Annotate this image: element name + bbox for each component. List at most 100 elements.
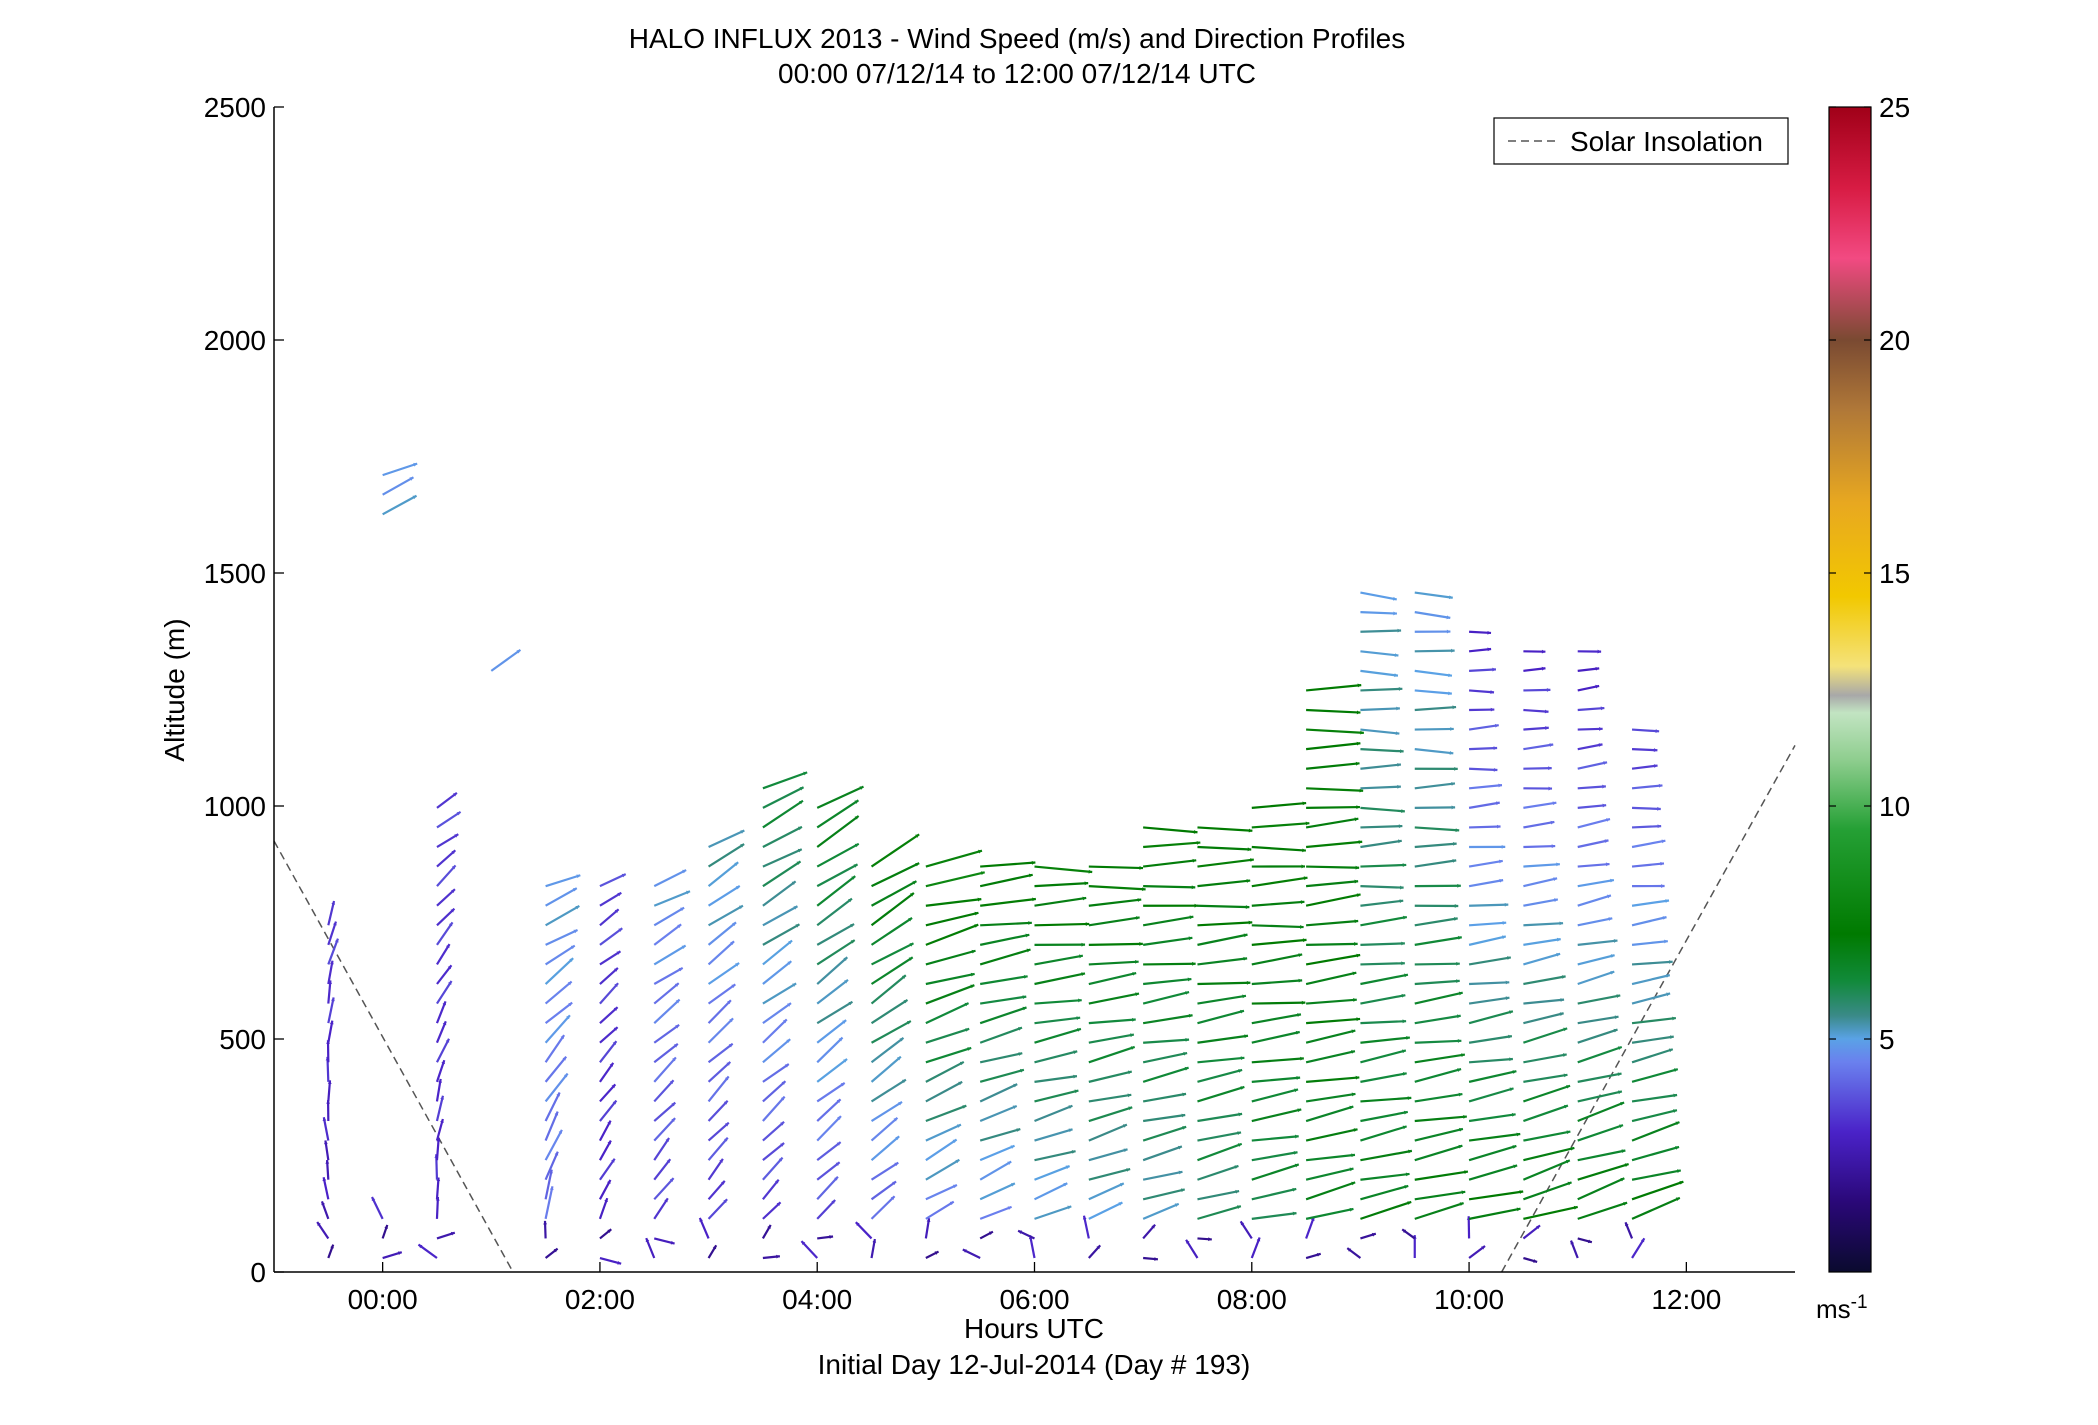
wind-arrow-head — [1184, 1066, 1189, 1071]
wind-arrow — [1360, 1020, 1407, 1025]
wind-arrow-head — [1079, 954, 1083, 959]
wind-arrow — [1360, 591, 1397, 601]
wind-arrow — [1414, 842, 1457, 849]
wind-arrow-head — [1512, 1145, 1517, 1149]
wind-arrow — [1305, 1050, 1356, 1064]
wind-arrow — [1360, 611, 1397, 615]
wind-arrow — [979, 1205, 1012, 1220]
wind-arrow — [871, 942, 915, 966]
wind-arrow-head — [724, 1076, 729, 1081]
wind-arrow — [1577, 1045, 1623, 1064]
wind-arrow — [1468, 996, 1510, 1005]
wind-arrow — [1197, 1190, 1240, 1201]
wind-arrow-head — [1451, 781, 1455, 786]
wind-arrow — [1251, 845, 1306, 852]
wind-arrow — [1251, 1001, 1306, 1005]
wind-arrow-head — [1570, 1146, 1575, 1151]
wind-arrow — [327, 960, 334, 985]
wind-arrow-head — [740, 830, 745, 834]
wind-arrow-head — [1356, 710, 1361, 715]
wind-arrow-head — [1208, 1237, 1212, 1242]
wind-arrow — [1577, 817, 1611, 829]
wind-arrow — [1142, 1092, 1187, 1103]
wind-arrow-head — [854, 816, 859, 820]
wind-arrow — [1414, 1014, 1461, 1025]
wind-arrow — [1197, 994, 1247, 1005]
wind-arrow-head — [1617, 1072, 1622, 1077]
colorbar-unit: ms-1 — [1816, 1292, 1868, 1324]
wind-arrow — [870, 1195, 896, 1220]
wind-arrow-head — [1194, 903, 1199, 908]
wind-arrow-head — [1128, 1106, 1133, 1111]
wind-arrow — [1360, 1110, 1408, 1123]
wind-arrow — [436, 921, 454, 946]
wind-arrow-head — [1653, 764, 1658, 768]
wind-arrow — [870, 956, 914, 985]
colorbar-unit-exponent: -1 — [1851, 1292, 1868, 1313]
wind-arrow — [1414, 1170, 1469, 1181]
wind-arrow-head — [1566, 1130, 1571, 1135]
wind-arrow-head — [1458, 935, 1462, 940]
wind-arrow-head — [454, 834, 459, 838]
wind-arrow — [653, 1023, 680, 1044]
wind-arrow — [816, 785, 864, 809]
wind-arrow — [1143, 885, 1196, 889]
wind-arrow-head — [412, 495, 417, 500]
wind-arrow — [599, 927, 623, 946]
wind-arrow — [1197, 904, 1250, 909]
wind-arrow-head — [1393, 611, 1397, 616]
wind-arrow — [1251, 1151, 1298, 1162]
wind-arrow — [1523, 1084, 1571, 1103]
wind-arrow-head — [1394, 673, 1398, 678]
wind-arrow-head — [1536, 1225, 1541, 1230]
wind-arrow — [707, 921, 737, 946]
wind-arrow-head — [1552, 801, 1557, 806]
wind-arrow — [435, 1059, 446, 1083]
legend: Solar Insolation — [1493, 117, 1789, 165]
wind-arrow-head — [613, 1007, 618, 1011]
wind-arrow-head — [1397, 839, 1402, 844]
wind-arrow-head — [735, 962, 740, 967]
wind-arrow — [1523, 922, 1564, 927]
wind-arrow-head — [1675, 1121, 1680, 1126]
wind-arrow-head — [549, 1169, 553, 1174]
wind-arrow-head — [1605, 862, 1610, 867]
wind-arrow-head — [1192, 858, 1197, 863]
wind-arrow-head — [1356, 893, 1361, 898]
wind-arrow-head — [1246, 980, 1251, 985]
wind-arrow-head — [1640, 1238, 1645, 1243]
wind-arrow-head — [543, 1220, 548, 1225]
wind-arrow-head — [1294, 1163, 1299, 1168]
wind-arrow — [653, 906, 685, 927]
wind-arrow — [1360, 728, 1400, 735]
wind-arrow-head — [1349, 1105, 1354, 1110]
wind-arrow-head — [452, 792, 457, 797]
wind-arrow-head — [786, 1039, 791, 1043]
wind-arrow-head — [1567, 1181, 1572, 1186]
wind-arrow-head — [962, 1105, 967, 1109]
wind-arrow — [1577, 1028, 1618, 1044]
wind-arrow-head — [563, 1073, 568, 1078]
wind-arrow-head — [712, 1245, 717, 1250]
wind-arrow — [1522, 1159, 1571, 1181]
wind-arrow — [707, 999, 732, 1024]
wind-arrow-head — [1293, 1150, 1298, 1155]
wind-arrow-head — [1256, 1237, 1261, 1242]
wind-arrow-head — [445, 1038, 450, 1043]
wind-arrow — [1523, 820, 1555, 829]
y-tick-label: 500 — [219, 1024, 266, 1055]
wind-arrow-head — [1669, 1035, 1674, 1040]
wind-arrow-head — [836, 1099, 841, 1104]
wind-arrow-head — [1672, 1016, 1676, 1021]
wind-arrow-head — [1614, 1015, 1619, 1020]
wind-arrow — [1414, 782, 1456, 790]
wind-arrow — [925, 1184, 958, 1201]
wind-arrow — [1468, 1113, 1516, 1123]
wind-arrow — [762, 1002, 792, 1025]
y-tick-label: 2000 — [204, 325, 266, 356]
wind-arrow — [1414, 748, 1454, 755]
wind-arrow-head — [516, 649, 521, 654]
wind-arrow-head — [371, 1196, 376, 1201]
wind-arrow — [816, 1036, 844, 1064]
wind-arrow-head — [1619, 1124, 1624, 1129]
